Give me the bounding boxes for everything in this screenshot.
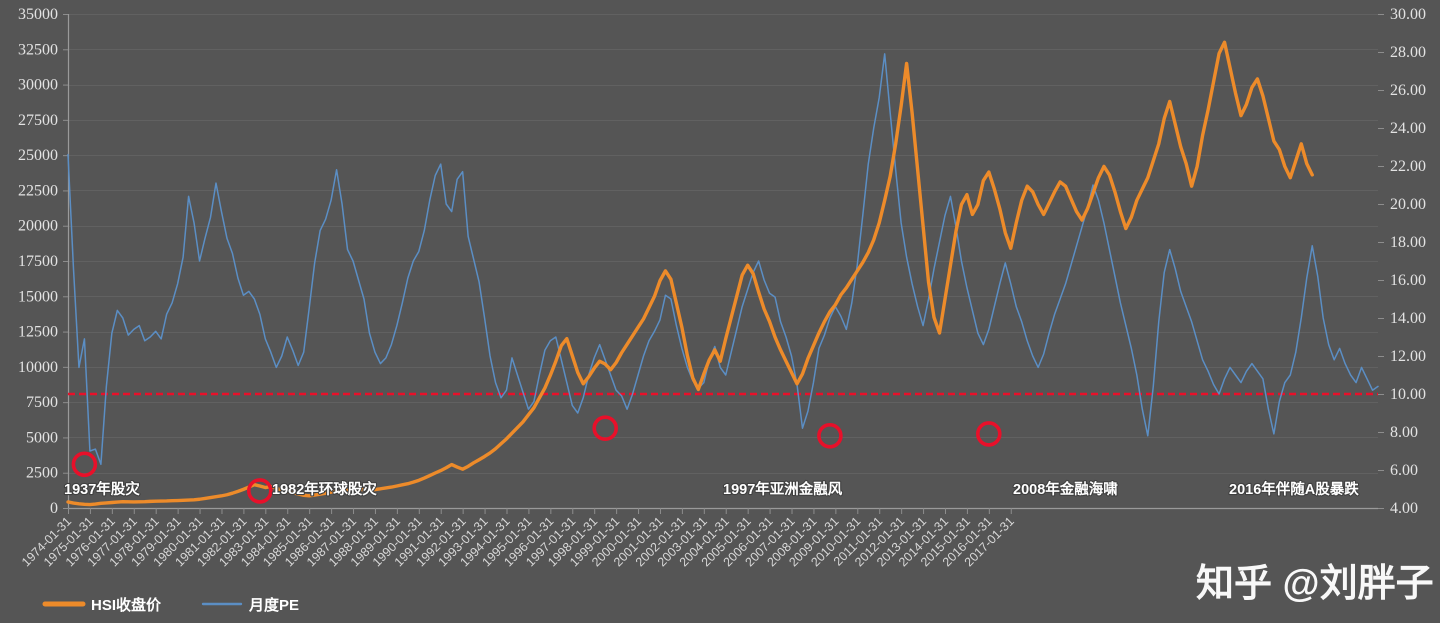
series-line-pe: [67, 53, 1379, 466]
crisis-annotation-label: 1937年股灾: [64, 480, 140, 498]
crisis-marker-circle: [592, 415, 619, 442]
y-axis-right-tick-label: 12.00: [1390, 348, 1426, 365]
y-axis-left-tick-label: 5000: [26, 429, 58, 446]
crisis-annotations-group: 1937年股灾 1982年环球股灾 1997年亚洲金融风 2008年金融海啸 2016年…: [63, 479, 1360, 499]
y-axis-right-tick-label: 16.00: [1390, 272, 1426, 289]
crisis-markers-group: [71, 415, 1002, 504]
y-axis-left-tick-label: 15000: [18, 288, 58, 305]
y-axis-left-tick-label: 0: [50, 500, 58, 517]
chart-legend: HSI收盘价 月度PE: [42, 596, 299, 614]
legend-label: HSI收盘价: [91, 596, 162, 614]
gridlines-group: [67, 14, 1378, 510]
crisis-annotation-label: 2016年伴随A股暴跌: [1229, 480, 1359, 498]
y-axis-right-tick-label: 18.00: [1390, 234, 1426, 251]
y-axis-left-tick-label: 32500: [18, 41, 58, 58]
y-axis-right-tick-label: 8.00: [1390, 424, 1418, 441]
x-axis-group: 1974-01-311975-01-311976-01-311977-01-31…: [19, 508, 1017, 569]
crisis-marker-circle: [975, 421, 1002, 447]
y-axis-left-tick-label: 12500: [18, 324, 58, 341]
y-axis-right-tick-label: 30.00: [1390, 6, 1426, 23]
y-axis-right-group: 4.00 6.00 8.00 10.00 12.00 14.00 16.00 18.00 20.…: [1378, 6, 1426, 517]
crisis-marker-circle: [246, 478, 273, 504]
y-axis-right-tick-label: 22.00: [1390, 158, 1426, 175]
y-axis-right-tick-label: 28.00: [1390, 44, 1426, 61]
y-axis-left-tick-label: 10000: [18, 359, 58, 376]
data-series-group: [66, 40, 1379, 507]
y-axis-right-tick-label: 24.00: [1390, 120, 1426, 137]
y-axis-left-tick-label: 7500: [26, 394, 58, 411]
watermark-text: 知乎 @刘胖子: [1196, 563, 1434, 605]
y-axis-right-tick-label: 14.00: [1390, 310, 1426, 327]
y-axis-left-tick-label: 2500: [26, 465, 58, 482]
y-axis-left-tick-label: 22500: [18, 182, 58, 199]
legend-label: 月度PE: [248, 596, 299, 614]
y-axis-right-tick-label: 4.00: [1390, 500, 1418, 517]
crisis-annotation-label: 1997年亚洲金融风: [723, 480, 843, 498]
y-axis-left-tick-label: 35000: [18, 6, 58, 23]
y-axis-left-group: 0 2500 5000 7500 10000 12500 15000 17500 20000 22…: [18, 6, 68, 517]
crisis-annotation-label: 1982年环球股灾: [272, 480, 377, 498]
y-axis-right-tick-label: 10.00: [1390, 386, 1426, 403]
y-axis-left-tick-label: 27500: [18, 112, 58, 129]
y-axis-left-tick-label: 17500: [18, 253, 58, 270]
y-axis-right-tick-label: 6.00: [1390, 462, 1418, 479]
crisis-annotation-label: 2008年金融海啸: [1013, 480, 1118, 498]
crisis-marker-circle: [817, 422, 843, 449]
y-axis-left-tick-label: 30000: [18, 77, 58, 94]
y-axis-right-tick-label: 26.00: [1390, 82, 1426, 99]
y-axis-left-tick-label: 25000: [18, 147, 58, 164]
crisis-marker-circle: [71, 451, 98, 478]
watermark: 知乎 @刘胖子: [1196, 563, 1434, 605]
y-axis-left-tick-label: 20000: [18, 218, 58, 235]
y-axis-right-tick-label: 20.00: [1390, 196, 1426, 213]
series-line-hsi: [66, 40, 1314, 507]
